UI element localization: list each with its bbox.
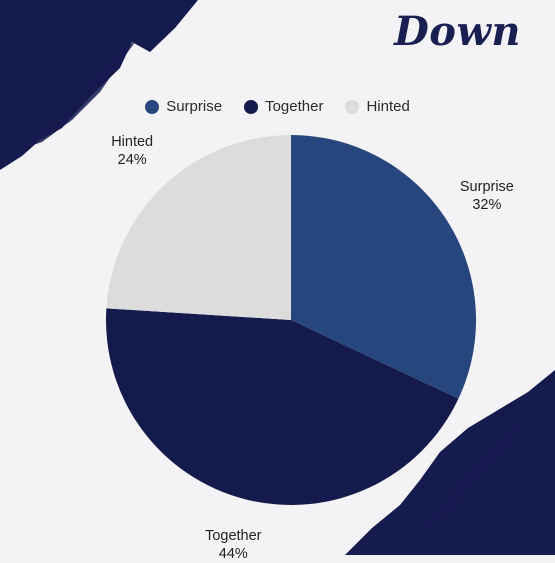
legend-swatch-hinted [345,99,360,114]
slice-value-together: 44% [218,545,248,562]
chart-legend: Surprise Together Hinted [0,98,555,115]
legend-label-surprise: Surprise [166,98,223,115]
pie-slice-together [105,308,459,505]
legend-label-hinted: Hinted [366,98,410,115]
slice-label-surprise: Surprise 32% [460,178,514,214]
legend-swatch-together [244,99,259,114]
slice-name-together: Together [205,527,262,544]
legend-swatch-surprise [145,99,160,114]
slice-label-together: Together 44% [205,527,261,563]
legend-item-together: Together [244,98,323,115]
pie-slice-surprise [291,135,477,399]
slice-name-surprise: Surprise [459,178,514,195]
legend-item-hinted: Hinted [345,98,410,115]
brush-splatter-bottom-right [410,415,530,540]
pie-chart [105,135,477,505]
legend-item-surprise: Surprise [145,98,222,115]
page-title: Down [394,8,521,55]
brush-splatter-top-left [18,38,138,150]
brush-stroke-bottom-right [345,370,555,555]
slice-value-hinted: 24% [117,151,147,168]
pie-slice-hinted [106,135,292,320]
legend-label-together: Together [265,98,324,115]
slice-label-hinted: Hinted 24% [111,133,153,169]
slice-name-hinted: Hinted [111,133,154,150]
slice-value-surprise: 32% [472,196,502,213]
